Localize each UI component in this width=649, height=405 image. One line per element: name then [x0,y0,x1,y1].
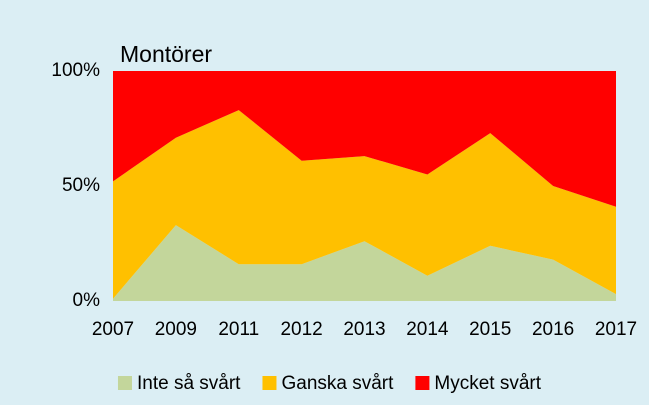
x-tick-label: 2016 [532,319,574,340]
legend-label: Inte så svårt [137,373,241,394]
legend-swatch [117,376,132,390]
x-tick-label: 2015 [469,319,511,340]
legend-label: Ganska svårt [281,373,394,394]
x-tick-label: 2009 [155,319,197,340]
chart-title: Montörer [120,41,212,67]
area [113,71,616,207]
area [113,110,616,299]
y-tick-label: 50% [62,175,100,196]
x-tick-label: 2014 [406,319,449,340]
y-tick-label: 0% [73,290,101,311]
legend-swatch [415,376,430,390]
x-tick-label: 2011 [218,319,259,340]
legend-label: Mycket svårt [434,373,541,394]
x-tick-label: 2012 [280,319,322,340]
legend-swatch [262,376,277,390]
x-tick-label: 2017 [595,319,637,340]
x-tick-label: 2013 [343,319,385,340]
area [113,225,616,301]
x-tick-label: 2007 [92,319,134,340]
legend: Inte så svårt Ganska svårt Mycket svårt [117,373,542,394]
y-tick-label: 100% [51,60,100,81]
